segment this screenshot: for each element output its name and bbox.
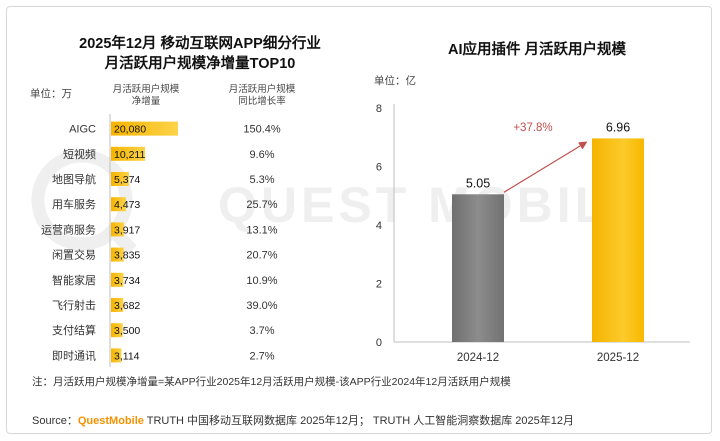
left-bar [111,348,122,363]
x-tick-label: 2025-12 [597,352,639,364]
chart-frame [6,6,712,434]
left-bar [111,197,126,212]
left-bar [111,121,178,136]
bar-value-label: 3,114 [114,350,140,362]
x-tick-label: 2024-12 [457,352,499,364]
category-label: 智能家居 [52,273,96,287]
bar-value-label: 20,080 [114,124,146,136]
growth-rate-label: 10.9% [246,275,277,287]
growth-rate-label: 13.1% [246,224,277,236]
bar-value-label: 5,374 [114,174,140,186]
left-bar [111,298,124,312]
left-bar [111,247,124,262]
y-tick-label: 8 [376,103,382,115]
footnote: 注：月活跃用户规模净增量=某APP行业2025年12月活跃用户规模-该APP行业… [32,375,511,388]
category-label: 飞行射击 [52,298,96,312]
growth-arrow [503,141,588,193]
left-bar [111,323,123,338]
y-tick-label: 6 [376,162,382,174]
col-header-bar-line1: 月活跃用户规模 [113,83,180,95]
bar-value-label: 10,211 [114,149,145,161]
category-label: 短视频 [63,147,96,161]
growth-rate-label: 25.7% [246,199,277,211]
right-bar-value: 6.96 [606,120,630,134]
bar-value-label: 3,500 [114,325,140,337]
category-label: 即时通讯 [52,349,96,362]
y-tick-label: 2 [376,279,382,291]
left-chart-title-line2: 月活跃用户规模净增量TOP10 [104,54,296,72]
left-bar [111,222,125,237]
category-label: 运营商服务 [41,222,96,236]
bar-value-label: 3,835 [114,250,140,262]
category-label: 地图导航 [52,172,96,186]
bar-value-label: 3,917 [114,224,140,236]
left-chart-title-line1: 2025年12月 移动互联网APP细分行业 [79,34,321,52]
right-bar [452,194,504,342]
growth-rate-label: 150.4% [243,124,281,136]
right-chart-title: AI应用插件 月活跃用户规模 [448,40,627,58]
category-label: 闲置交易 [52,248,96,262]
y-tick-label: 0 [376,337,382,349]
source-prefix: Source： [32,415,78,427]
right-bar [592,138,644,342]
col-header-growth-line1: 月活跃用户规模 [229,83,296,95]
growth-rate-label: 2.7% [249,350,274,362]
bar-value-label: 3,734 [114,275,140,287]
category-label: 用车服务 [52,197,96,211]
bar-value-label: 4,473 [114,199,140,211]
source-brand: QuestMobile [78,415,144,427]
watermark-text: QUEST MOBILE [218,177,647,233]
col-header-growth-line2: 同比增长率 [238,95,286,107]
left-bar [111,146,146,161]
bar-value-label: 3,682 [114,300,140,312]
left-bar [111,172,129,186]
y-tick-label: 4 [376,220,382,232]
category-label: 支付结算 [52,323,96,337]
left-unit-label: 单位：万 [30,87,72,100]
growth-rate-label: 3.7% [249,325,274,337]
growth-rate-label: 5.3% [249,174,274,186]
col-header-bar-line2: 净增量 [132,95,161,107]
source-line: Source：QuestMobile TRUTH 中国移动互联网数据库 2025… [32,413,574,427]
watermark: QUEST MOBILE [31,149,647,255]
growth-annotation: +37.8% [513,122,552,134]
category-label: AIGC [69,124,96,136]
right-bar-value: 5.05 [466,176,490,190]
right-unit-label: 单位：亿 [374,74,416,87]
right-bar-series: 5.05 2024-12 6.96 2025-12 +37.8% [452,120,644,364]
source-text: TRUTH 中国移动互联网数据库 2025年12月； TRUTH 人工智能洞察数… [144,413,574,427]
left-bar [111,272,124,287]
growth-rate-label: 9.6% [249,149,274,161]
growth-rate-label: 20.7% [246,250,277,262]
growth-rate-label: 39.0% [246,300,277,312]
left-bar-series: AIGC 20,080 150.4% 短视频 10,211 9.6% 地图导航 5,374 5.… [41,121,281,363]
